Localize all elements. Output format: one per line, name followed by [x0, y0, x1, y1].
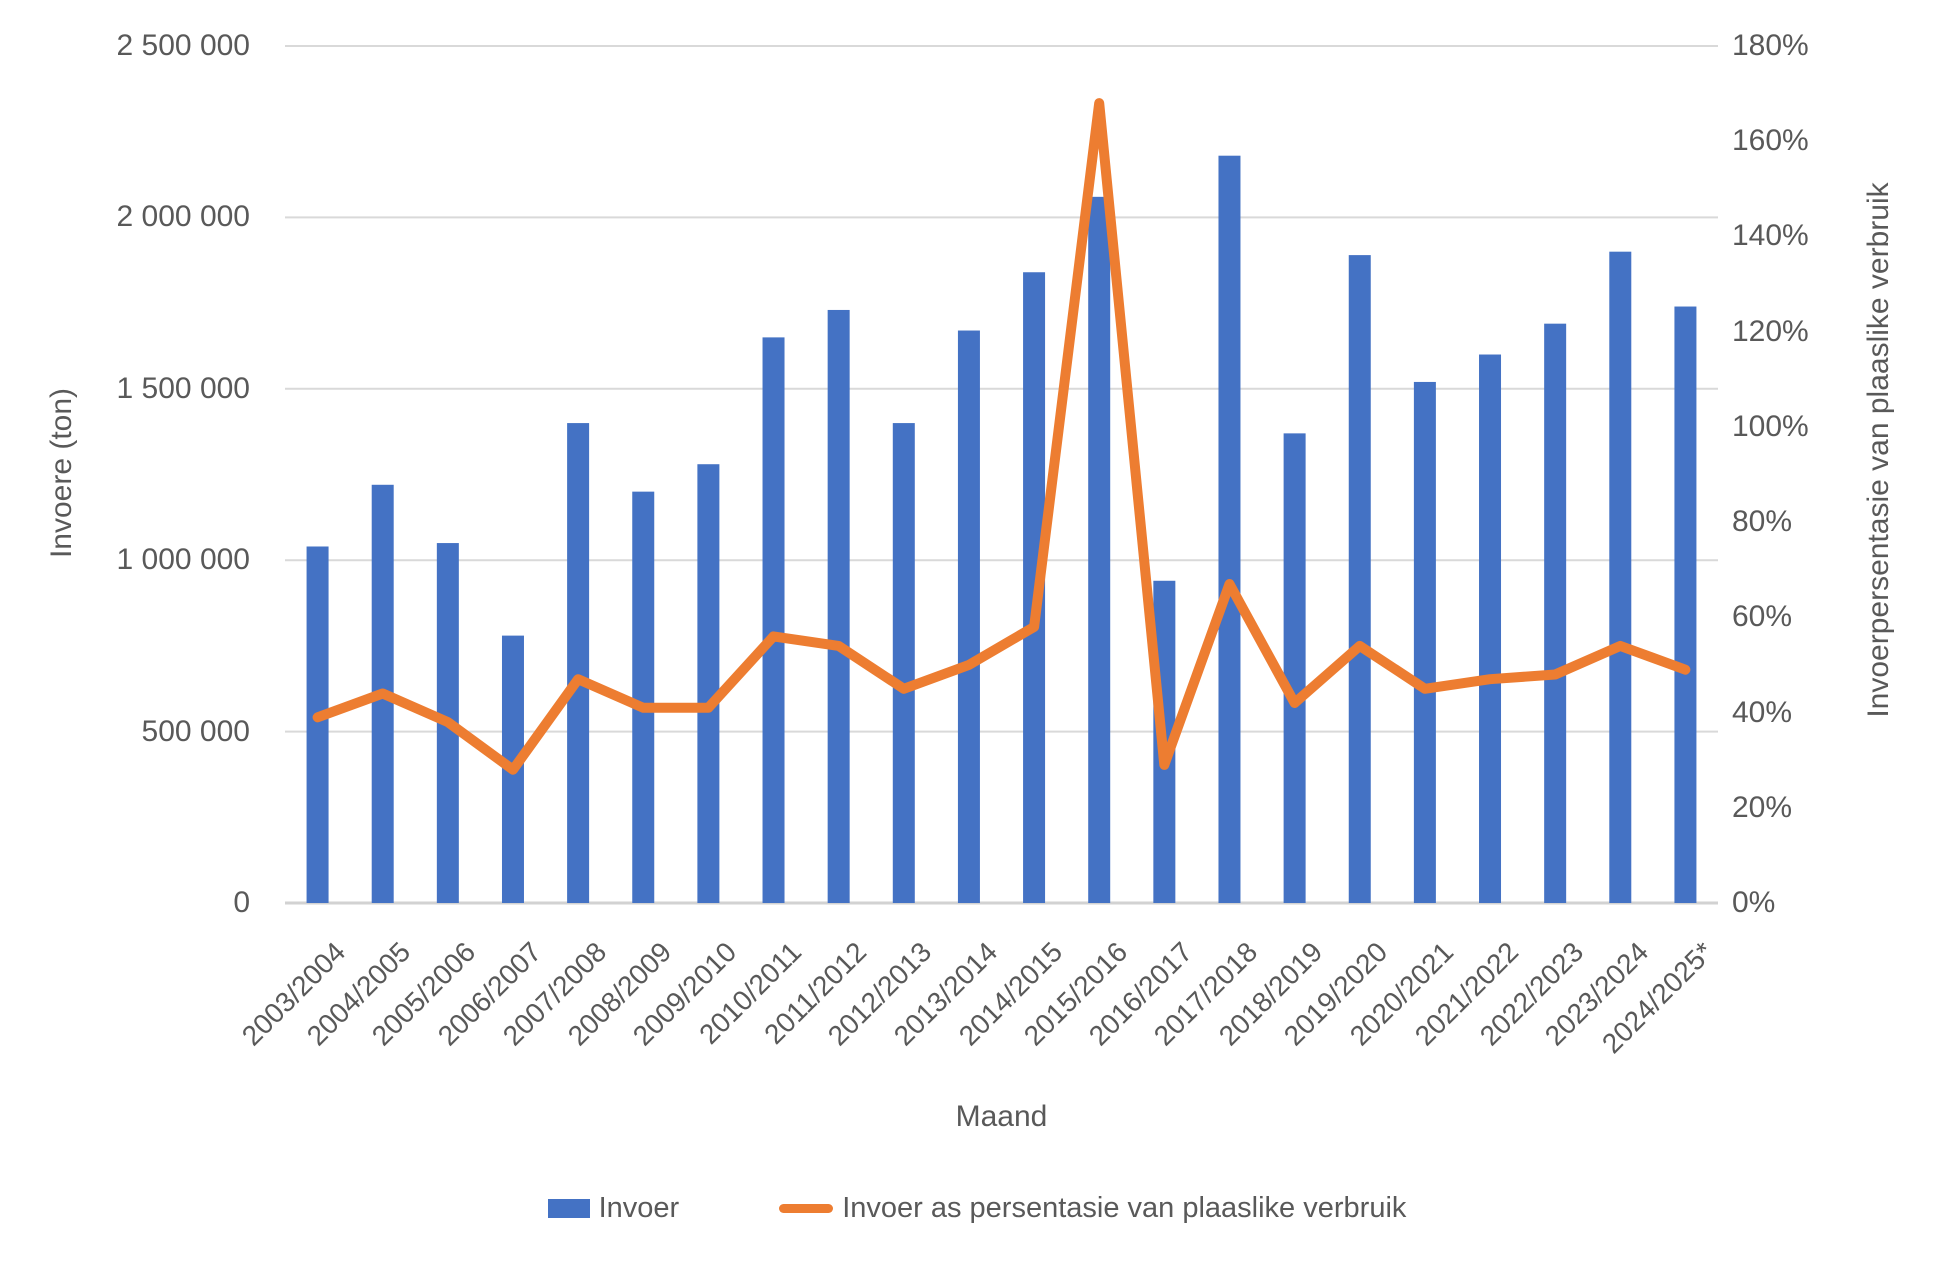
percentage-line-series: [312, 98, 1691, 775]
legend: Invoer Invoer as persentasie van plaasli…: [0, 1192, 1954, 1225]
legend-label-persentasie: Invoer as persentasie van plaaslike verb…: [842, 1192, 1407, 1224]
right-axis-tick-label: 100%: [1732, 409, 1809, 443]
bar-2024/2025*: [1674, 306, 1697, 903]
right-axis-tick-label: 0%: [1732, 886, 1776, 919]
bar-2009/2010: [697, 464, 720, 903]
legend-label-invoer: Invoer: [598, 1192, 680, 1224]
bar-2021/2022: [1479, 354, 1502, 903]
bar-2008/2009: [632, 491, 655, 903]
right-axis-tick-label: 160%: [1732, 124, 1809, 158]
left-axis-tick-label: 500 000: [141, 714, 250, 748]
bar-2017/2018: [1218, 155, 1241, 904]
bar-2022/2023: [1544, 323, 1567, 904]
bar-2019/2020: [1348, 255, 1371, 903]
bar-2015/2016: [1088, 196, 1111, 903]
right-axis-title: Invoerpersentasie van plaaslike verbruik: [1862, 182, 1895, 718]
bar-2013/2014: [957, 330, 980, 903]
left-axis-tick-label: 1 000 000: [116, 543, 250, 577]
right-axis-tick-label: 40%: [1732, 695, 1793, 729]
right-axis-tick-label: 180%: [1732, 29, 1809, 62]
left-axis-tick-label: 2 000 000: [116, 200, 250, 234]
line-series-swatch-icon: [779, 1204, 834, 1213]
right-axis-tick-label: 120%: [1732, 314, 1809, 348]
bar-series-swatch-icon: [547, 1199, 590, 1218]
left-axis-tick-label: 2 500 000: [116, 29, 250, 62]
right-axis-tick-label: 140%: [1732, 219, 1809, 253]
right-axis-tick-label: 60%: [1732, 600, 1793, 634]
legend-item-persentasie: Invoer as persentasie van plaaslike verb…: [779, 1192, 1406, 1225]
right-axis-tick-label: 80%: [1732, 505, 1793, 539]
bar-2003/2004: [306, 546, 329, 903]
bar-2011/2012: [827, 309, 850, 903]
bar-2007/2008: [567, 423, 590, 903]
left-axis-title: Invoere (ton): [45, 387, 78, 559]
bar-2018/2019: [1283, 433, 1306, 903]
bar-2023/2024: [1609, 251, 1632, 903]
bar-2020/2021: [1413, 381, 1436, 904]
right-axis-tick-label: 20%: [1732, 790, 1793, 824]
x-axis-title: Maand: [955, 1100, 1048, 1133]
left-axis-tick-label: 0: [233, 886, 250, 919]
bar-2012/2013: [892, 423, 915, 903]
left-axis-tick-label: 1 500 000: [116, 371, 250, 405]
bar-2010/2011: [762, 337, 785, 903]
legend-item-invoer: Invoer: [547, 1192, 680, 1225]
